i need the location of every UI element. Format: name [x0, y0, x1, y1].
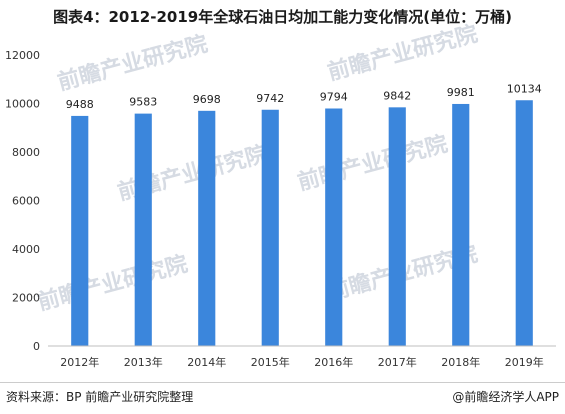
- bar-6: [388, 107, 406, 346]
- y-axis: 0 2000 4000 6000 8000 10000 12000: [5, 49, 40, 353]
- chart-title: 图表4：2012-2019年全球石油日均加工能力变化情况(单位：万桶): [53, 8, 512, 26]
- x-tick-label: 2015年: [251, 355, 290, 369]
- x-tick-label: 2013年: [124, 355, 163, 369]
- y-tick-label: 8000: [12, 146, 40, 159]
- footer-divider: [0, 382, 565, 383]
- x-axis: 2012年 2013年 2014年 2015年 2016年 2017年 2018年 2019年: [48, 345, 556, 369]
- data-label: 9742: [256, 92, 284, 105]
- y-tick-label: 6000: [12, 195, 40, 208]
- data-labels: 9488 9583 9698 9742 9794 9842 9981 10134: [66, 82, 542, 111]
- x-tick-label: 2018年: [441, 355, 480, 369]
- bar-3: [198, 110, 216, 346]
- y-tick-label: 2000: [12, 292, 40, 305]
- x-tick-label: 2016年: [314, 355, 353, 369]
- data-label: 9981: [447, 86, 475, 99]
- y-tick-label: 0: [33, 340, 40, 353]
- x-tick-label: 2019年: [505, 355, 544, 369]
- watermark-text: 前瞻产业研究院: [325, 21, 480, 86]
- bar-7: [452, 103, 470, 346]
- data-label: 9488: [66, 98, 94, 111]
- bar-5: [325, 108, 343, 346]
- bar-1: [71, 115, 89, 346]
- watermark-text: 前瞻产业研究院: [55, 31, 210, 96]
- x-tick-label: 2014年: [187, 355, 226, 369]
- watermark-layer: 前瞻产业研究院前瞻产业研究院前瞻产业研究院前瞻产业研究院前瞻产业研究院前瞻产业研…: [35, 21, 480, 316]
- bar-4: [261, 109, 279, 346]
- bar-chart: 前瞻产业研究院前瞻产业研究院前瞻产业研究院前瞻产业研究院前瞻产业研究院前瞻产业研…: [5, 21, 556, 369]
- bars: [71, 100, 533, 347]
- data-label: 10134: [507, 82, 542, 95]
- x-tick-label: 2012年: [60, 355, 99, 369]
- bar-2: [134, 113, 152, 347]
- y-tick-label: 4000: [12, 243, 40, 256]
- bar-8: [515, 100, 533, 346]
- watermark-text: 前瞻产业研究院: [295, 131, 450, 196]
- y-tick-label: 12000: [5, 49, 40, 62]
- data-label: 9794: [320, 90, 348, 103]
- source-note: 资料来源：BP 前瞻产业研究院整理: [6, 390, 194, 404]
- watermark-text: 前瞻产业研究院: [35, 251, 190, 316]
- x-tick-label: 2017年: [378, 355, 417, 369]
- brand-credit: @前瞻经济学人APP: [452, 390, 559, 404]
- y-tick-label: 10000: [5, 98, 40, 111]
- data-label: 9583: [129, 96, 157, 109]
- data-label: 9842: [383, 89, 411, 102]
- data-label: 9698: [193, 93, 221, 106]
